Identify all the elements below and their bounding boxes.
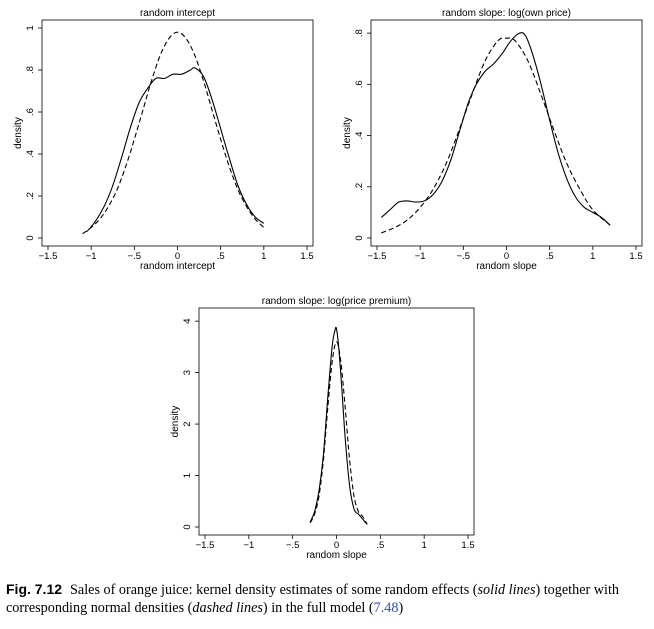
x-axis-label: random slope xyxy=(476,261,537,272)
x-tick-label: −1.5 xyxy=(196,540,215,551)
y-tick-label: 4 xyxy=(182,318,193,323)
y-tick-label: .8 xyxy=(354,29,365,37)
y-tick-label: .6 xyxy=(25,108,36,116)
x-tick-label: 1.5 xyxy=(300,251,313,262)
y-axis-label: density xyxy=(13,117,24,149)
y-tick-label: 0 xyxy=(182,524,193,529)
x-tick-label: −.5 xyxy=(286,540,299,551)
normal-density-line xyxy=(309,341,368,525)
figure: random intercept−1.5 −1 −.5 0.5 1 1.50.2.4.6.… xyxy=(13,8,643,561)
x-tick-label: 1 xyxy=(422,540,427,551)
chart-panel-price-premium: random slope: log(price premium) −1.5 −1 −.… xyxy=(170,296,475,561)
figure-caption: Fig. 7.12 Sales of orange juice: kernel d… xyxy=(6,580,648,617)
caption-text-1: Sales of orange juice: kernel density es… xyxy=(70,582,478,598)
x-tick-label: −1.5 xyxy=(39,251,58,262)
y-tick-label: .4 xyxy=(354,132,365,140)
y-tick-label: .2 xyxy=(354,183,365,191)
figure-number: Fig. 7.12 xyxy=(6,581,63,597)
normal-density-line xyxy=(381,37,611,234)
x-axis-label: random slope xyxy=(306,550,367,561)
y-tick-label: 0 xyxy=(354,235,365,240)
x-axis-label: random intercept xyxy=(140,261,215,272)
plot-frame xyxy=(41,19,314,247)
x-tick-label: −1 xyxy=(415,251,426,262)
kernel-density-line xyxy=(380,32,611,226)
chart-title: random slope: log(price premium) xyxy=(262,296,412,307)
chart-title: random slope: log(own price) xyxy=(442,8,571,19)
x-tick-label: 1 xyxy=(590,251,595,262)
kernel-density-line xyxy=(309,326,368,525)
y-tick-label: .8 xyxy=(25,66,36,74)
x-tick-label: 1.5 xyxy=(629,251,642,262)
y-tick-label: 1 xyxy=(25,25,36,30)
x-tick-label: −1 xyxy=(243,540,254,551)
normal-density-line xyxy=(82,31,265,235)
caption-solid-label: solid lines xyxy=(477,582,536,598)
x-tick-label: −1.5 xyxy=(368,251,387,262)
y-tick-label: 0 xyxy=(25,235,36,240)
x-tick-label: −1 xyxy=(86,251,97,262)
equation-reference-link[interactable]: 7.48 xyxy=(373,600,399,616)
x-tick-label: −.5 xyxy=(128,251,141,262)
x-tick-label: .5 xyxy=(217,251,225,262)
caption-text-4: ) xyxy=(398,600,404,616)
y-axis-label: density xyxy=(342,117,353,149)
x-tick-label: 1 xyxy=(261,251,266,262)
y-tick-label: 1 xyxy=(182,473,193,478)
x-tick-label: 0 xyxy=(334,540,339,551)
x-tick-label: 1.5 xyxy=(461,540,474,551)
kernel-density-line xyxy=(86,67,265,233)
caption-dashed-label: dashed lines xyxy=(192,600,263,616)
x-tick-label: 0 xyxy=(175,251,180,262)
x-tick-label: 0 xyxy=(504,251,509,262)
y-tick-label: 3 xyxy=(182,370,193,375)
y-axis-label: density xyxy=(170,406,181,438)
plot-frame xyxy=(370,19,643,247)
x-tick-label: −.5 xyxy=(457,251,470,262)
chart-panel-intercept: random intercept −1.5 −1 −.5 0 .5 1 1.5 0 .2 .4 .6.… xyxy=(13,8,314,272)
chart-title: random intercept xyxy=(140,8,215,19)
x-tick-label: .5 xyxy=(546,251,554,262)
y-tick-label: .6 xyxy=(354,80,365,88)
caption-text-2: ) together with corresponding normal den… xyxy=(6,582,619,616)
y-tick-label: .2 xyxy=(25,192,36,200)
x-tick-label: .5 xyxy=(376,540,384,551)
chart-panel-own-price: random slope: log(own price) −1.5 −1 −.5 0 .5… xyxy=(342,8,643,272)
caption-text-3: ) in the full model ( xyxy=(262,600,374,616)
y-tick-label: 2 xyxy=(182,421,193,426)
y-tick-label: .4 xyxy=(25,150,36,158)
